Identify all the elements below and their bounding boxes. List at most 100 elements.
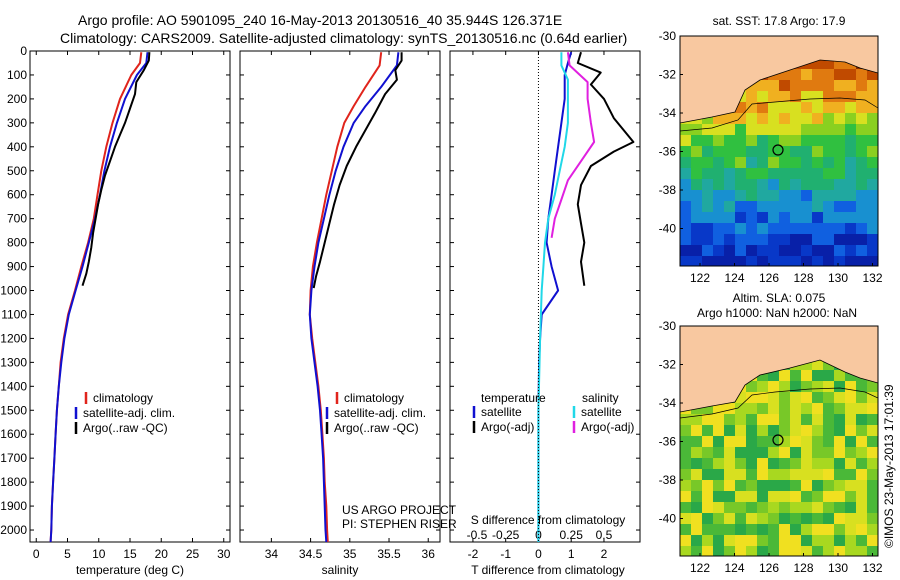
sst-coastline bbox=[680, 59, 878, 124]
sla-cell bbox=[823, 524, 835, 536]
sla-cell bbox=[845, 458, 857, 470]
legend-argo-label: Argo(..raw -QC) bbox=[334, 421, 419, 435]
sla-cell bbox=[823, 513, 835, 525]
sla-cell bbox=[746, 403, 758, 415]
sst-cell bbox=[834, 201, 846, 213]
sst-cell bbox=[779, 146, 791, 158]
sst-cell bbox=[757, 91, 769, 103]
sla-map-image bbox=[680, 326, 878, 556]
sla-cell bbox=[823, 458, 835, 470]
sst-cell bbox=[702, 168, 714, 180]
sla-cell bbox=[680, 513, 692, 525]
sst-cell bbox=[867, 80, 878, 92]
map-y-tick-label: -32 bbox=[659, 358, 677, 372]
sla-cell bbox=[823, 370, 835, 382]
sla-cell bbox=[801, 546, 813, 556]
legend-argo-label: Argo(..raw -QC) bbox=[83, 421, 168, 435]
x-tick-label: 35.5 bbox=[377, 547, 401, 561]
sst-cell bbox=[691, 146, 703, 158]
sla-cell bbox=[856, 513, 868, 525]
sla-cell bbox=[713, 513, 725, 525]
sst-cell bbox=[834, 113, 846, 125]
sst-cell bbox=[680, 146, 692, 158]
sst-cell bbox=[779, 234, 791, 246]
sst-cell bbox=[735, 212, 747, 224]
sst-cell bbox=[834, 135, 846, 147]
map-x-tick-label: 122 bbox=[690, 271, 710, 285]
sla-cell bbox=[801, 370, 813, 382]
sla-cell bbox=[834, 447, 846, 459]
sla-cell bbox=[702, 480, 714, 492]
sst-cell bbox=[746, 212, 758, 224]
x-tick-label: 0 bbox=[535, 547, 542, 561]
y-tick-label: 1900 bbox=[0, 499, 27, 513]
sst-cell bbox=[702, 179, 714, 191]
sla-cell bbox=[713, 414, 725, 426]
sst-cell bbox=[724, 234, 736, 246]
sst-cell bbox=[812, 80, 824, 92]
sst-map-title: sat. SST: 17.8 Argo: 17.9 bbox=[713, 14, 846, 28]
map-x-tick-label: 128 bbox=[793, 271, 813, 285]
y-tick-label: 600 bbox=[7, 188, 27, 202]
legend-sal-argo-label: Argo(-adj) bbox=[581, 420, 634, 434]
sla-cell bbox=[768, 469, 780, 481]
sst-cell bbox=[779, 212, 791, 224]
sst-cell bbox=[713, 135, 725, 147]
sst-cell bbox=[757, 146, 769, 158]
sst-cell bbox=[779, 157, 791, 169]
sla-coastline bbox=[680, 359, 878, 413]
sst-cell bbox=[735, 245, 747, 257]
sst-cell bbox=[845, 124, 857, 136]
sla-cell bbox=[856, 392, 868, 404]
sst-cell bbox=[823, 168, 835, 180]
sla-cell bbox=[823, 381, 835, 393]
sst-cell bbox=[713, 190, 725, 202]
sst-cell bbox=[812, 234, 824, 246]
sst-cell bbox=[779, 69, 791, 81]
sla-cell bbox=[735, 480, 747, 492]
sst-cell bbox=[856, 124, 868, 136]
sst-cell bbox=[757, 102, 769, 114]
sla-cell bbox=[856, 469, 868, 481]
legend-sal-satellite-label: satellite bbox=[581, 405, 622, 419]
sst-cell bbox=[867, 113, 878, 125]
sst-cell bbox=[845, 146, 857, 158]
difference-legend: temperature satellite Argo(-adj) salinit… bbox=[472, 391, 634, 434]
sla-cell bbox=[801, 458, 813, 470]
sla-cell bbox=[757, 381, 769, 393]
sla-cell bbox=[702, 469, 714, 481]
series-argo-raw-qc--line bbox=[81, 52, 151, 287]
sst-cell bbox=[856, 168, 868, 180]
sla-cell bbox=[702, 513, 714, 525]
sla-cell bbox=[801, 502, 813, 514]
sst-cell bbox=[746, 91, 758, 103]
sla-cell bbox=[768, 524, 780, 536]
map-y-tick-label: -38 bbox=[659, 183, 677, 197]
map-y-tick-label: -32 bbox=[659, 68, 677, 82]
sla-cell bbox=[779, 392, 791, 404]
sla-cell bbox=[812, 414, 824, 426]
map-y-tick-label: -34 bbox=[659, 396, 677, 410]
sla-cell bbox=[834, 425, 846, 437]
sla-cell bbox=[724, 447, 736, 459]
map-y-tick-label: -38 bbox=[659, 473, 677, 487]
sst-cell bbox=[845, 190, 857, 202]
sla-cell bbox=[702, 535, 714, 547]
sst-cell bbox=[812, 168, 824, 180]
sst-cell bbox=[812, 256, 824, 266]
sla-cell bbox=[768, 414, 780, 426]
sla-cell bbox=[768, 403, 780, 415]
sst-cell bbox=[856, 179, 868, 191]
sla-cell bbox=[680, 524, 692, 536]
sla-cell bbox=[801, 414, 813, 426]
sst-cell bbox=[834, 157, 846, 169]
credit-pi: PI: STEPHEN RISER bbox=[342, 517, 457, 531]
sst-cell bbox=[680, 190, 692, 202]
sla-cell bbox=[735, 491, 747, 503]
sla-cell bbox=[856, 425, 868, 437]
sla-cell bbox=[823, 491, 835, 503]
sst-cell bbox=[823, 102, 835, 114]
sst-cell bbox=[768, 91, 780, 103]
sst-cell bbox=[691, 135, 703, 147]
sla-cell bbox=[801, 381, 813, 393]
